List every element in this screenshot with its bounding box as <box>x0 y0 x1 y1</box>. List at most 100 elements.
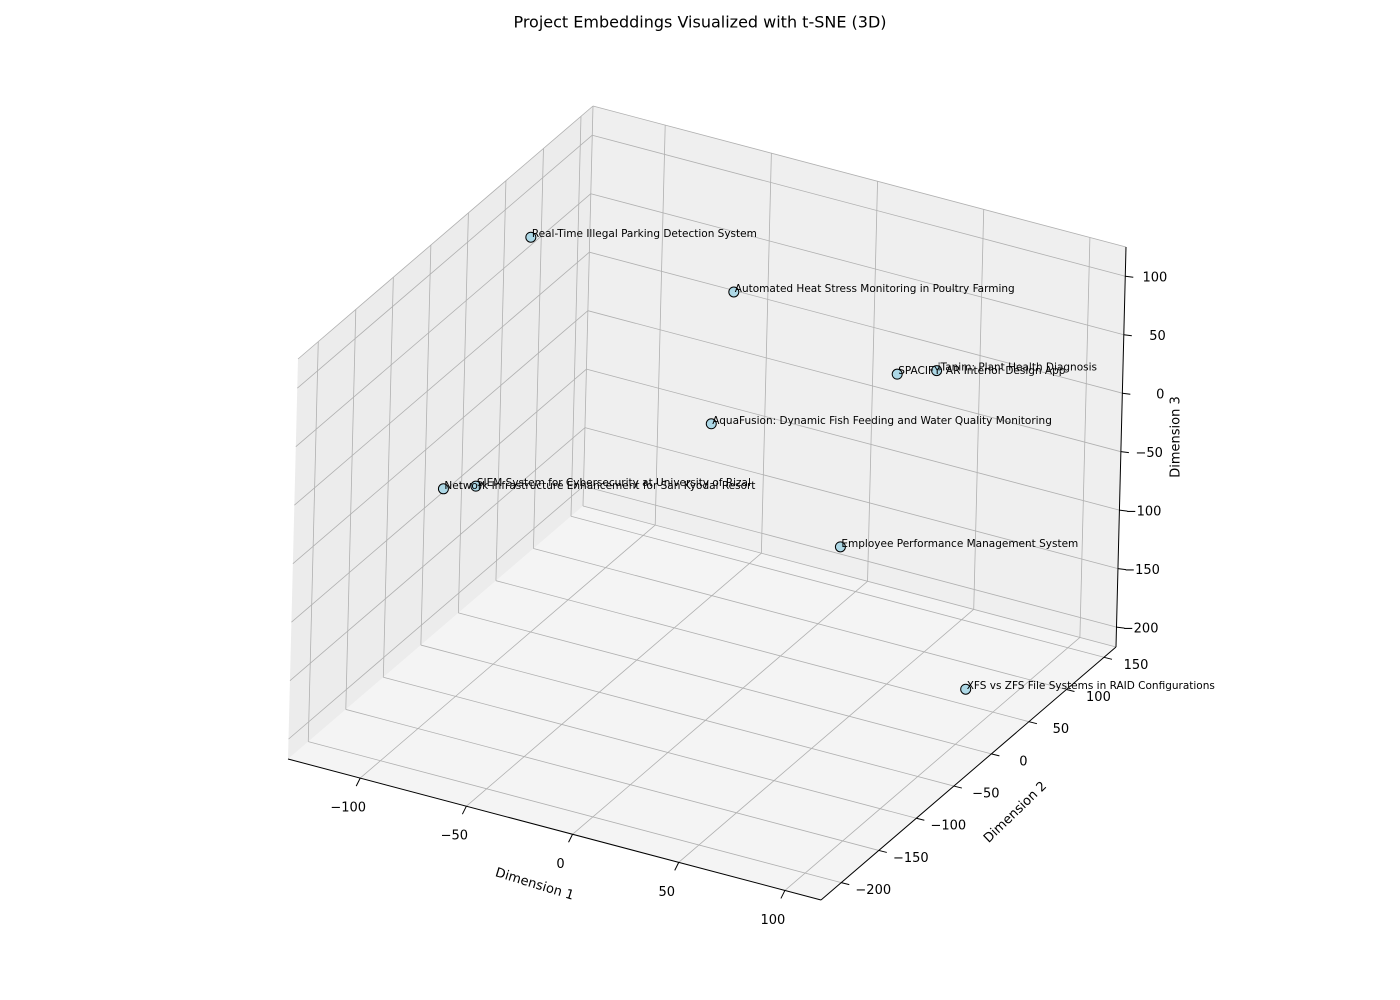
pane-edge <box>582 505 1117 648</box>
x-tick-label: 100 <box>760 913 785 928</box>
grid-line <box>466 552 762 807</box>
y-tick-label: −200 <box>855 883 891 898</box>
left-pane <box>288 106 593 759</box>
grid-line <box>584 427 1119 570</box>
back-pane <box>583 106 1126 647</box>
grid-line <box>288 485 584 740</box>
y-tick <box>953 785 962 789</box>
grid-line <box>291 368 587 623</box>
point <box>891 368 903 380</box>
point-label: Real-Time Illegal Parking Detection Syst… <box>532 228 757 240</box>
z-tick-label: −50 <box>1135 446 1162 461</box>
x-tick-label: −50 <box>441 829 468 844</box>
grid-line <box>345 309 357 710</box>
y-axis-line <box>820 646 1117 901</box>
x-tick-label: 0 <box>556 857 564 872</box>
x-tick <box>568 834 573 843</box>
grid-line <box>420 245 432 646</box>
y-tick-label: −150 <box>893 851 929 866</box>
z-tick-label: 50 <box>1149 329 1166 344</box>
z-tick-label: 0 <box>1156 388 1164 403</box>
point-label: SPACIFY: AR Interior Design App <box>898 365 1066 377</box>
z-axis-line <box>1115 246 1127 648</box>
grid-line <box>760 153 772 554</box>
z-tick <box>1123 334 1132 337</box>
grid-line <box>383 676 917 819</box>
grid-line <box>1079 237 1091 638</box>
x-tick <box>461 805 467 815</box>
floor-pane <box>288 506 1116 900</box>
point <box>728 286 740 298</box>
y-tick <box>1066 689 1075 692</box>
grid-line <box>420 644 954 787</box>
z-tick <box>1117 568 1127 571</box>
grid-line <box>533 148 544 549</box>
grid-line <box>587 310 1121 453</box>
grid-line <box>458 612 992 755</box>
pane-edge <box>582 105 594 507</box>
grid-line <box>784 637 1081 891</box>
y-tick <box>878 849 887 853</box>
z-tick-label: −100 <box>1126 505 1162 520</box>
grid-line <box>495 580 1030 723</box>
chart-title: Project Embeddings Visualized with t-SNE… <box>513 13 886 32</box>
grid-line <box>592 134 1126 277</box>
grid-line <box>457 212 469 613</box>
grid-line <box>570 515 1105 658</box>
point-label: XFS vs ZFS File Systems in RAID Configur… <box>967 680 1215 692</box>
grid-line <box>654 125 666 526</box>
x-tick <box>355 777 361 787</box>
grid-line <box>297 134 593 389</box>
grid-line <box>359 524 656 779</box>
x-tick-label: −100 <box>330 801 366 816</box>
z-tick <box>1122 392 1131 395</box>
z-tick <box>1116 626 1125 629</box>
point <box>525 231 537 243</box>
y-tick <box>1028 721 1038 725</box>
y-tick <box>991 753 1000 757</box>
point-label: iTanim: Plant Health Diagnosis <box>938 362 1097 374</box>
grid-line <box>294 251 590 506</box>
point-label: AquaFusion: Dynamic Fish Feeding and Wat… <box>712 415 1052 427</box>
grid-line <box>495 180 507 581</box>
grid-line <box>973 209 985 610</box>
point-label: Automated Heat Stress Monitoring in Poul… <box>735 283 1015 295</box>
grid-line <box>570 116 582 517</box>
x-axis-line <box>287 758 822 901</box>
point-label: Network Infrastructure Enhancement for S… <box>444 480 755 492</box>
x-tick-label: 50 <box>658 885 675 900</box>
z-tick <box>1120 451 1129 454</box>
grid-line <box>382 277 394 678</box>
y-tick-label: −100 <box>930 819 966 834</box>
grid-line <box>307 341 319 742</box>
grid-line <box>589 251 1123 394</box>
grid-line <box>295 193 592 448</box>
point <box>834 541 846 553</box>
y-tick-label: 50 <box>1053 722 1070 737</box>
grid-line <box>590 193 1124 336</box>
z-tick <box>1125 275 1134 278</box>
point <box>437 483 449 495</box>
pane-edge <box>592 105 1127 248</box>
y-tick-label: −50 <box>972 787 999 802</box>
z-tick-label: −150 <box>1124 563 1160 578</box>
point <box>931 365 943 377</box>
grid-line <box>292 310 589 564</box>
x-tick <box>674 862 680 871</box>
grid-line <box>678 609 974 863</box>
point <box>470 480 482 492</box>
point <box>705 418 717 430</box>
grid-line <box>345 709 879 851</box>
z-tick-label: 100 <box>1142 271 1167 286</box>
z-tick <box>1119 509 1128 512</box>
y-tick-label: 0 <box>1019 754 1027 769</box>
point <box>960 683 972 695</box>
z-axis-label: Dimension 3 <box>1169 396 1184 478</box>
grid-line <box>586 368 1120 511</box>
y-tick-label: 100 <box>1086 690 1111 705</box>
point-label: Employee Performance Management System <box>841 538 1078 550</box>
grid-line <box>867 181 878 582</box>
pane-edge <box>297 105 594 360</box>
grid-line <box>308 741 842 884</box>
